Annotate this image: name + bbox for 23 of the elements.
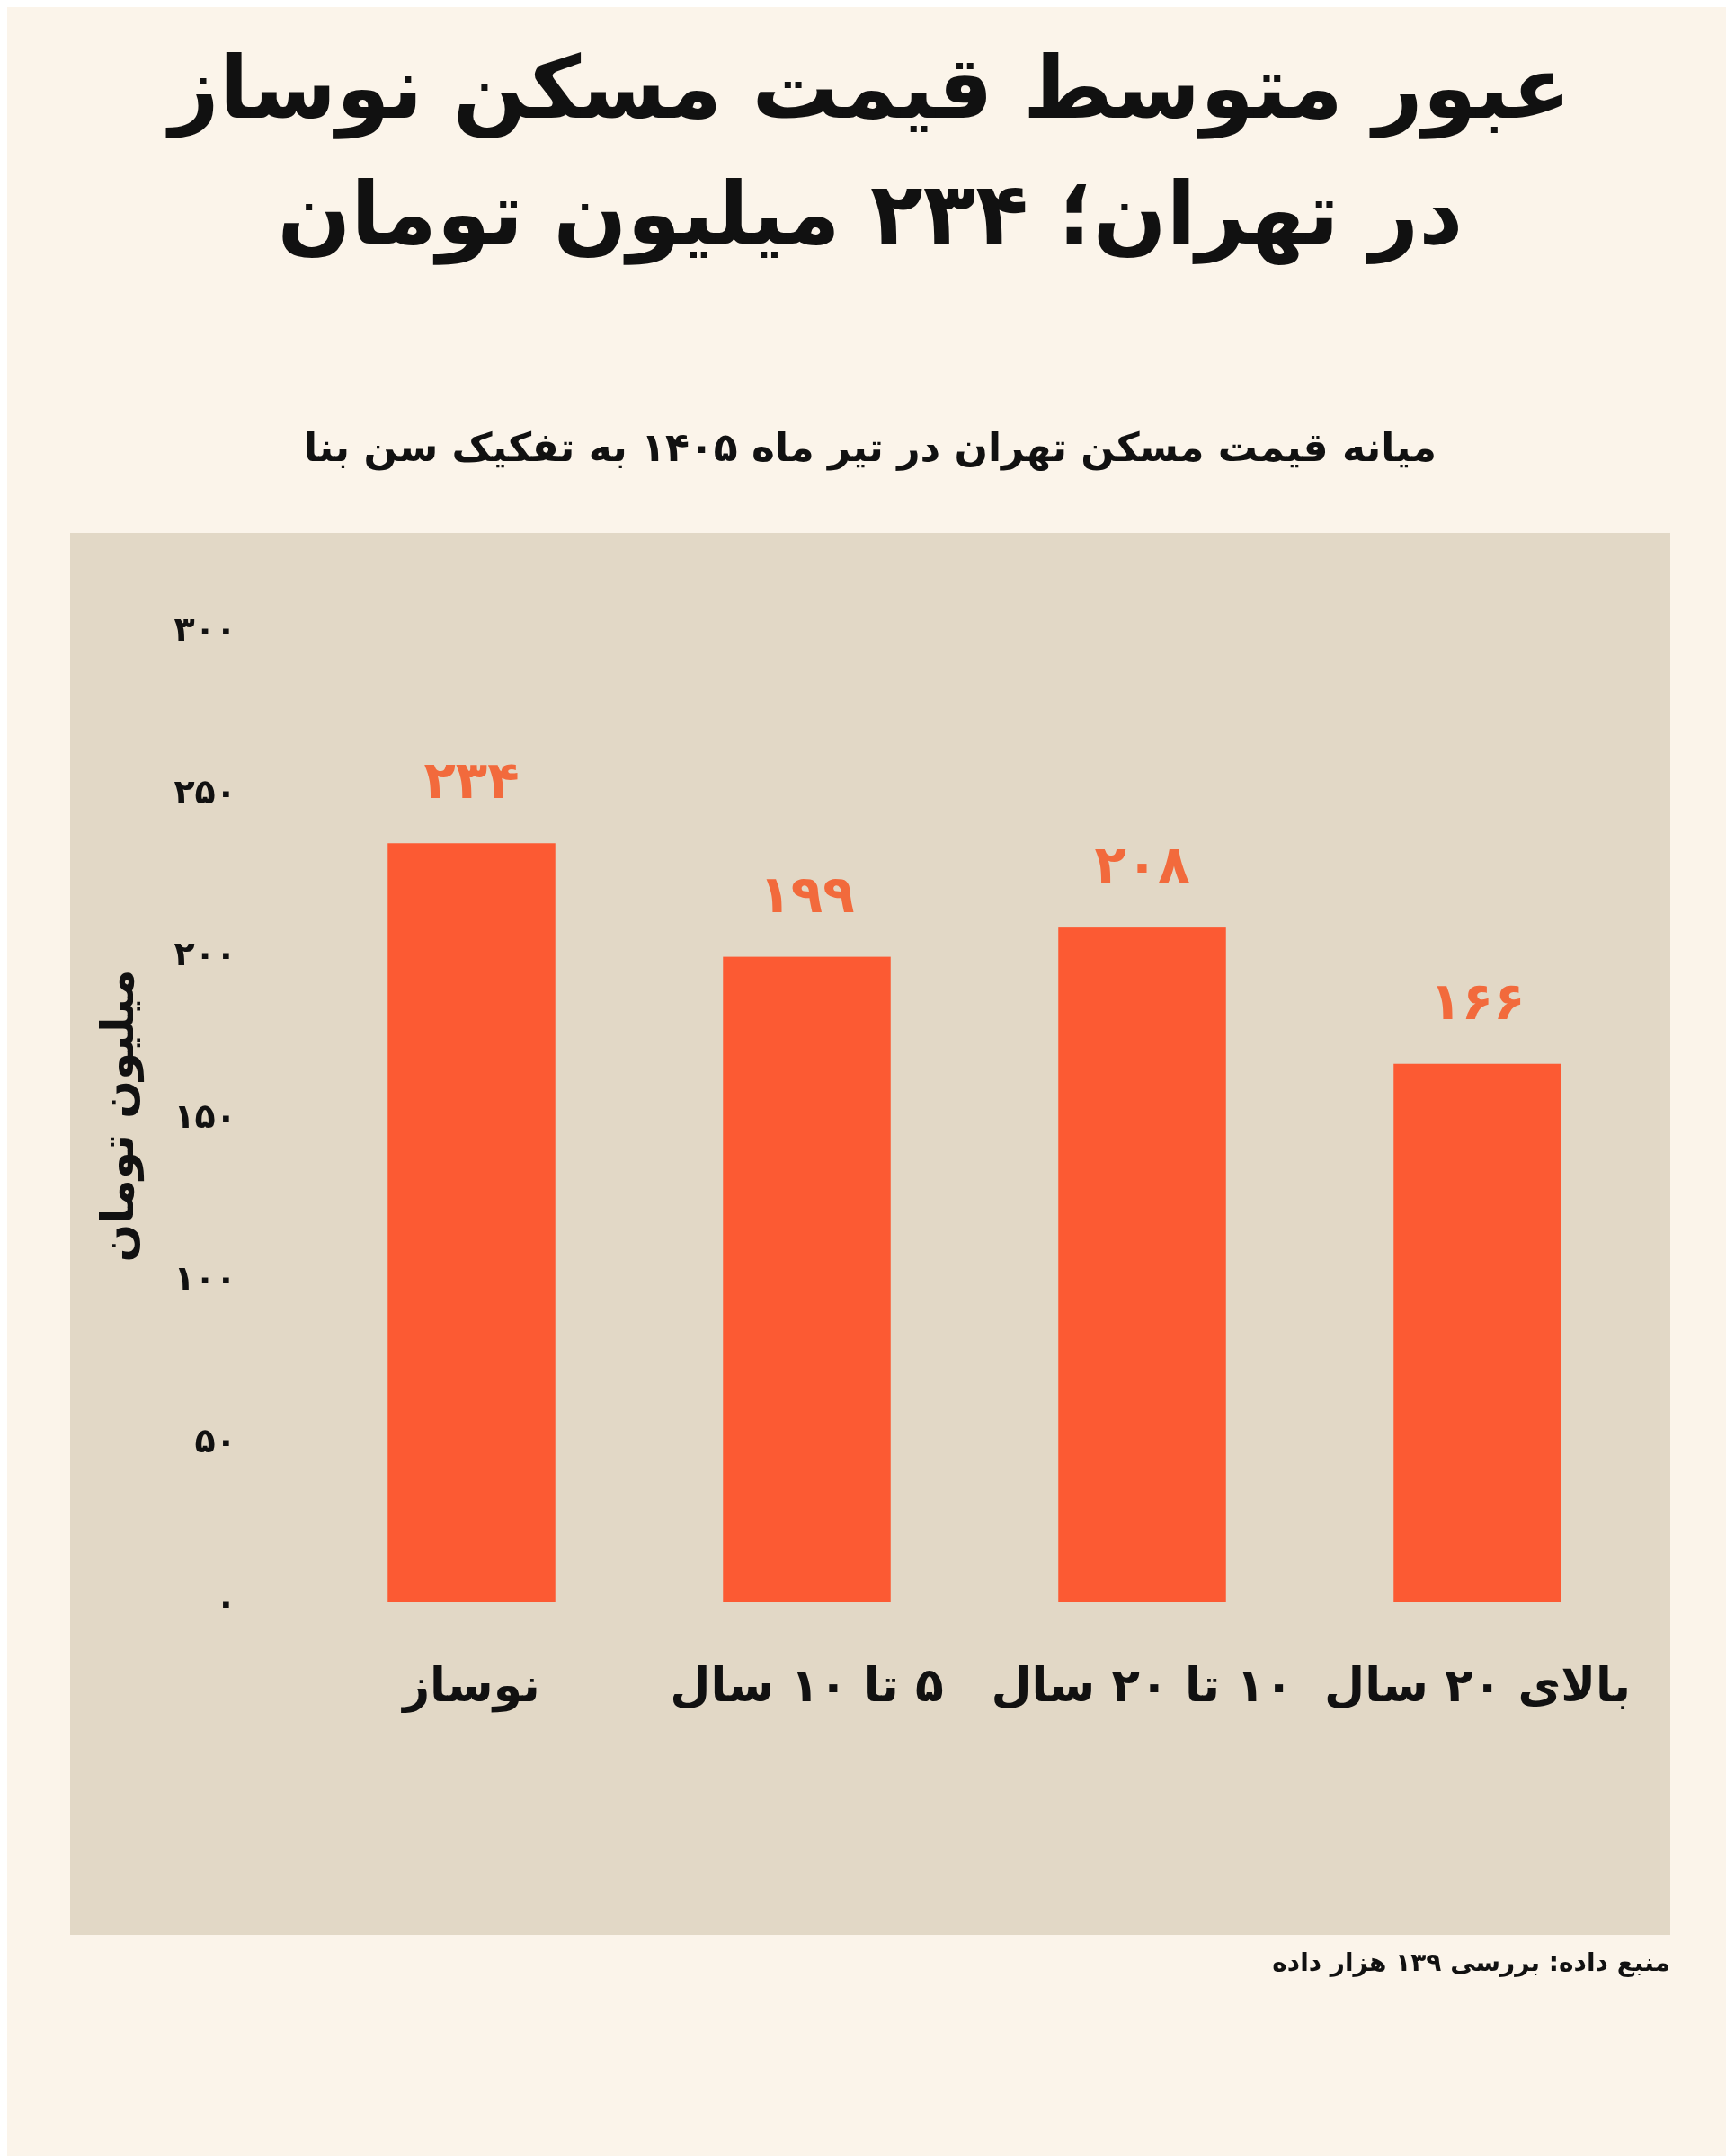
bar (1058, 927, 1226, 1602)
x-tick-label: بالای ۲۰ سال (1324, 1658, 1631, 1712)
data-label: ۱۹۹ (759, 863, 855, 925)
bar (1393, 1063, 1561, 1602)
y-tick-label: ۵۰ (194, 1420, 236, 1460)
text: منبع داده: بررسی ۱۳۹ هزار داده (1272, 1947, 1670, 1977)
bar (387, 843, 556, 1602)
data-label: ۱۶۶ (1429, 970, 1526, 1032)
y-tick-label: ۰ (215, 1583, 236, 1623)
y-tick-label: ۱۰۰ (173, 1258, 236, 1299)
x-tick-label: ۱۰ تا ۲۰ سال (991, 1658, 1294, 1712)
data-label: ۲۳۴ (423, 750, 520, 812)
chart-title: عبور متوسط قیمت مسکن نوساز در تهران؛ ۲۳۴ میلیون تومان (165, 37, 1572, 267)
bar (723, 956, 891, 1602)
y-axis-title: میلیون تومان (92, 969, 145, 1263)
x-tick-label: ۵ تا ۱۰ سال (670, 1658, 944, 1712)
chart-subtitle: میانه قیمت مسکن تهران در تیر ماه ۱۴۰۵ به تفکیک سن بنا (304, 424, 1437, 471)
y-tick-label: ۱۵۰ (173, 1096, 236, 1136)
x-tick-label: نوساز (400, 1658, 540, 1713)
data-label: ۲۰۸ (1094, 834, 1190, 896)
y-tick-label: ۳۰۰ (173, 609, 236, 650)
y-tick-label: ۲۵۰ (173, 771, 236, 812)
y-tick-label: ۲۰۰ (173, 934, 236, 974)
